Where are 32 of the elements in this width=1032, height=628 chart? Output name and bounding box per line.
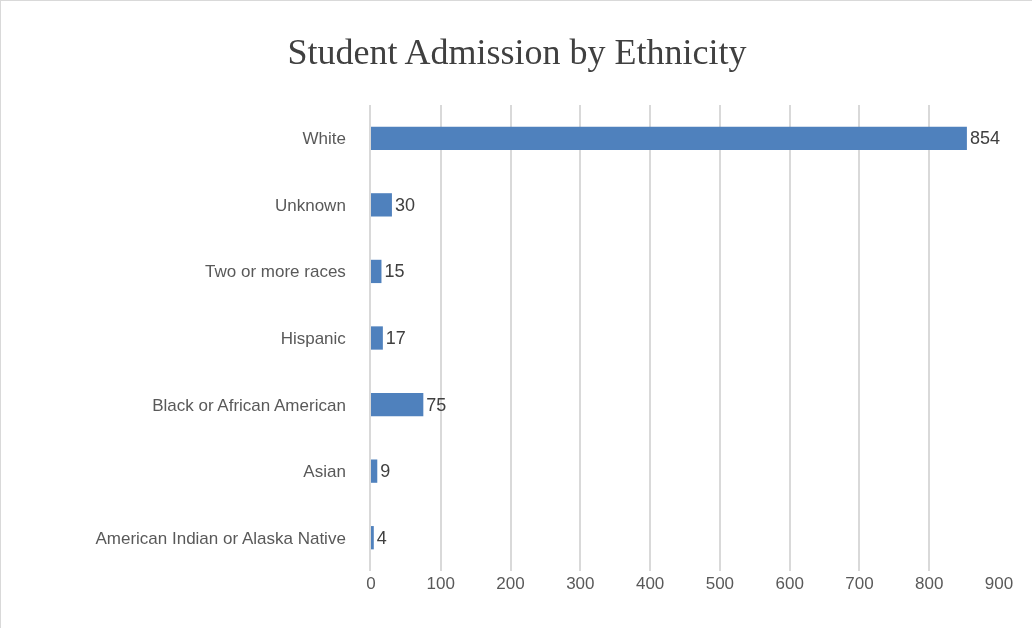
bar: [371, 126, 967, 150]
data-label: 75: [426, 394, 447, 415]
x-tick-label: 700: [845, 574, 874, 593]
y-tick-label: Asian: [303, 462, 346, 482]
x-tick-label: 900: [984, 574, 1014, 593]
y-tick-label: Unknown: [274, 195, 346, 215]
bar: [371, 392, 424, 417]
x-tick-label: 100: [426, 574, 455, 593]
data-label: 9: [380, 461, 391, 482]
x-tick-label: 0: [366, 574, 376, 593]
x-tick-label: 500: [705, 574, 735, 593]
bar: [371, 326, 383, 350]
y-tick-label: American Indian or Alaska Native: [95, 528, 346, 548]
data-label: 30: [394, 194, 415, 215]
bar: [371, 193, 392, 217]
data-label: 4: [376, 527, 387, 548]
x-tick-label: 300: [566, 574, 595, 593]
chart-title: Student Admission by Ethnicity: [287, 31, 747, 72]
data-label: 15: [384, 261, 405, 282]
data-label: 854: [969, 128, 1000, 149]
x-tick-label: 800: [915, 574, 944, 593]
bar: [371, 259, 382, 284]
x-tick-label: 400: [635, 574, 665, 593]
y-tick-label: Black or African American: [152, 395, 346, 415]
y-tick-label: White: [302, 129, 346, 149]
y-tick-label: Two or more races: [205, 262, 346, 282]
y-tick-label: Hispanic: [280, 328, 347, 348]
x-tick-label: 600: [775, 574, 804, 593]
bar: [371, 459, 378, 483]
data-label: 17: [385, 328, 406, 348]
x-tick-label: 200: [496, 574, 525, 593]
bar: [371, 526, 374, 550]
